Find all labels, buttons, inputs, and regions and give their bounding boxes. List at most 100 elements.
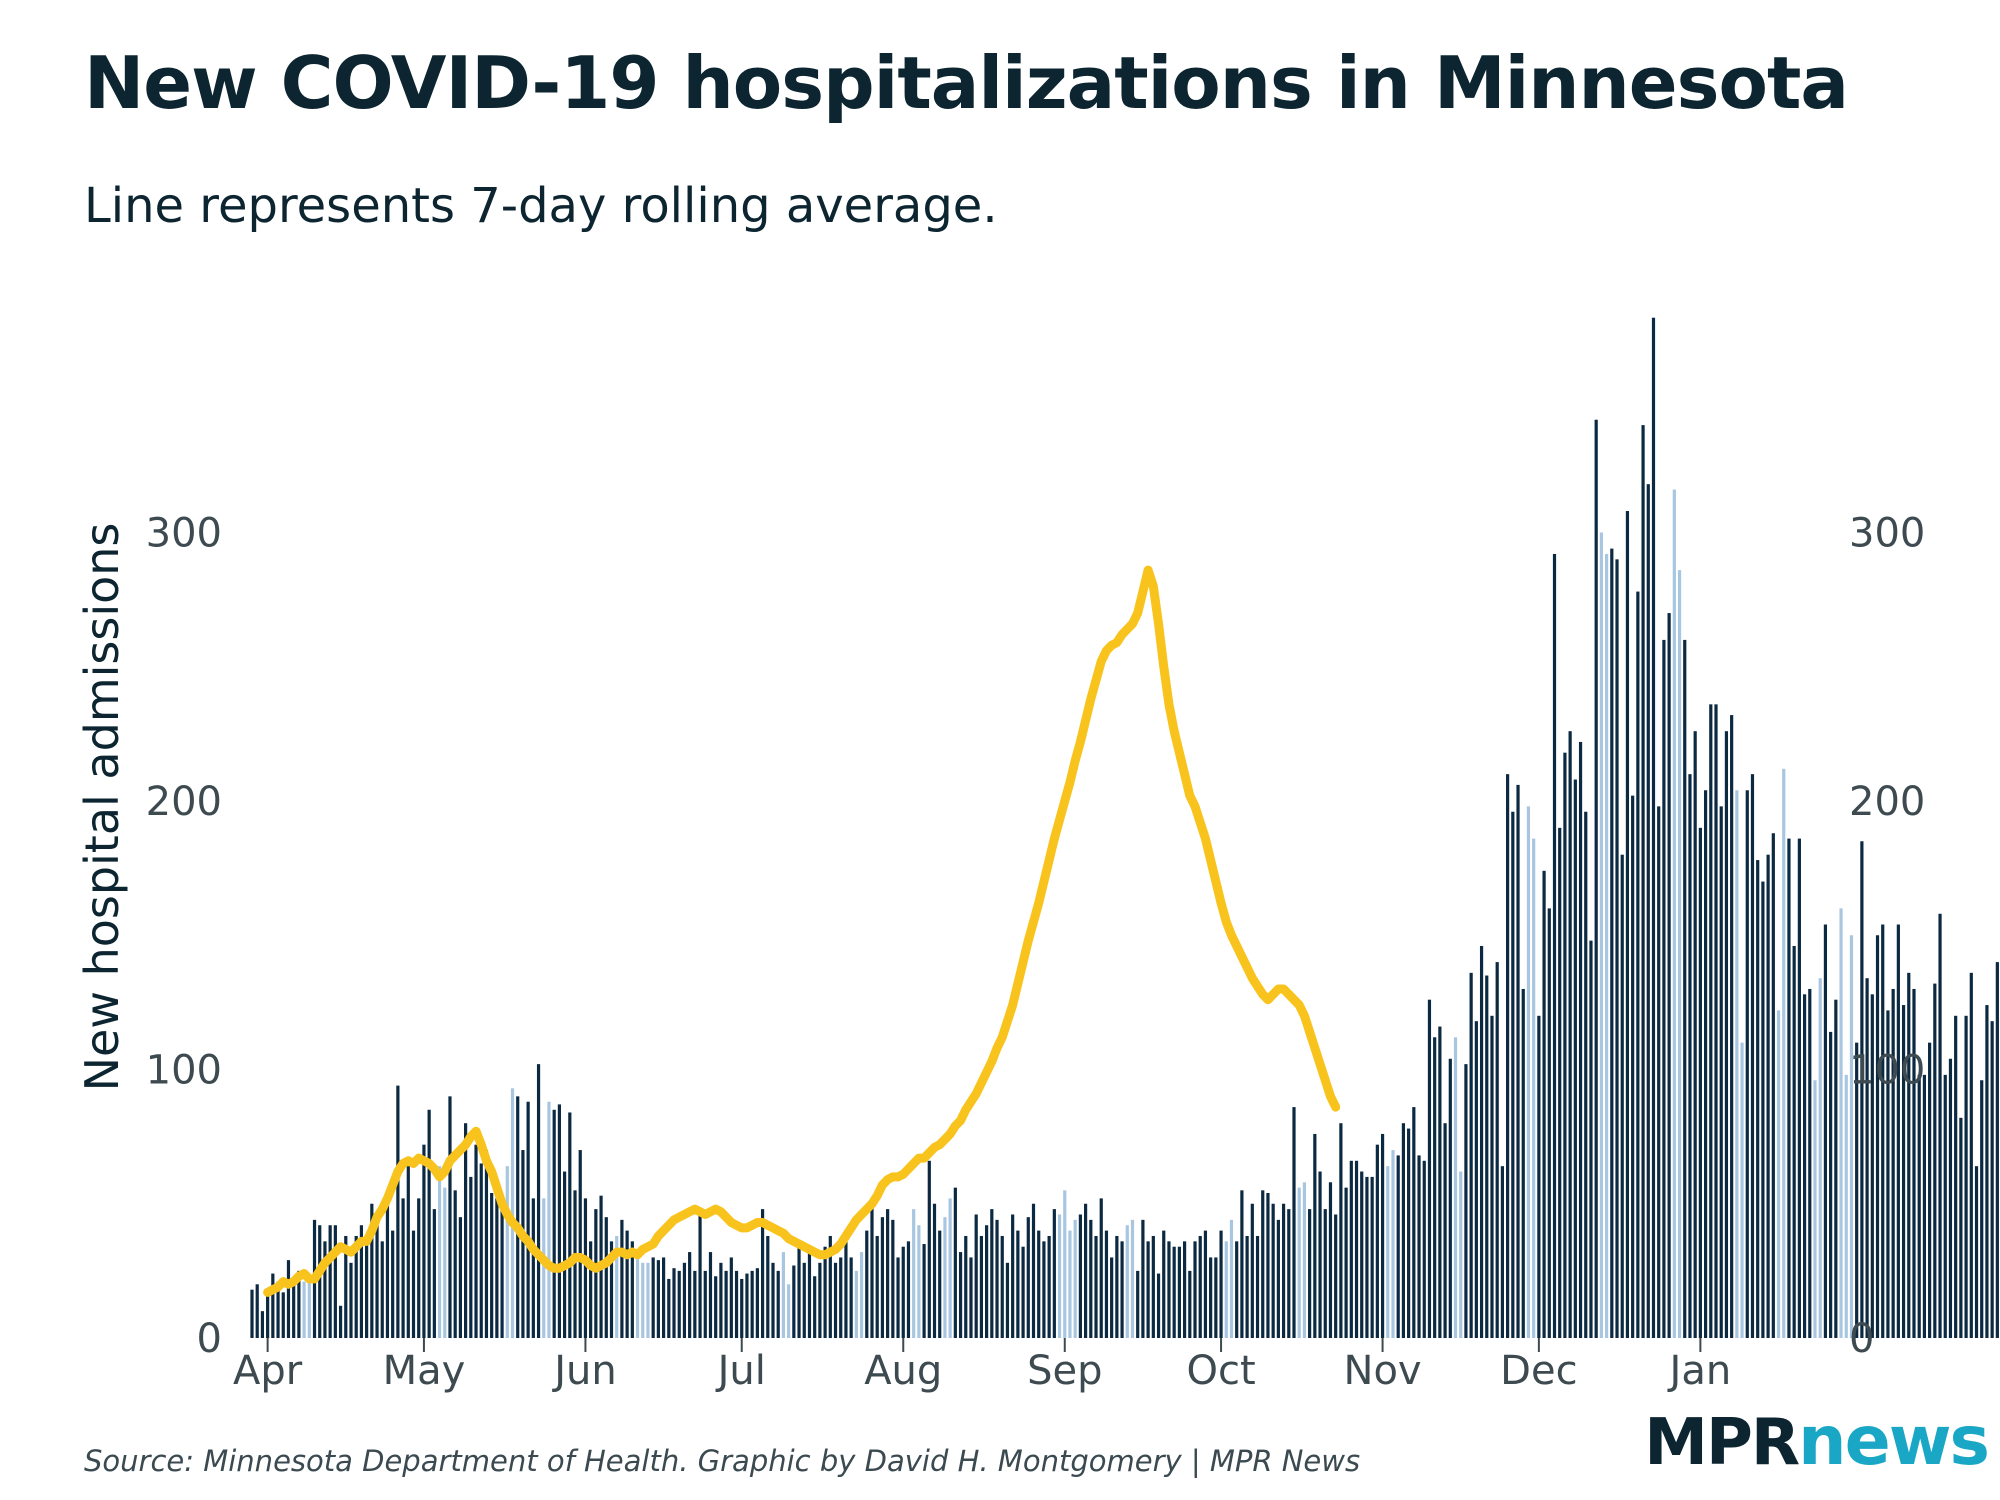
bar [667, 1278, 671, 1338]
bar [281, 1292, 285, 1339]
bar [484, 1150, 489, 1338]
bar [510, 1088, 515, 1339]
bar [406, 1166, 410, 1338]
bar [1495, 962, 1499, 1338]
bar [526, 1101, 530, 1338]
bar [1610, 548, 1614, 1338]
bar [1334, 1214, 1338, 1338]
bar [859, 1252, 864, 1338]
bar [448, 1096, 452, 1338]
logo-mpr-text: MPR [1644, 1406, 1800, 1480]
bar [1005, 1262, 1010, 1338]
bar [1547, 908, 1551, 1338]
bar [1365, 1176, 1369, 1338]
bar [969, 1257, 973, 1338]
bar [1995, 962, 1999, 1338]
bar [479, 1163, 483, 1338]
bar [432, 1209, 436, 1338]
bar [1990, 1021, 1994, 1338]
bar [755, 1268, 759, 1338]
bar [776, 1270, 780, 1339]
bar [1297, 1187, 1301, 1338]
bar [760, 1209, 765, 1338]
bar [1500, 1166, 1504, 1338]
bar [1261, 1190, 1265, 1339]
bar [1391, 1150, 1395, 1338]
bar [385, 1198, 390, 1338]
bar [656, 1260, 660, 1338]
bar [1084, 1203, 1088, 1338]
bar [641, 1262, 645, 1338]
bar [1891, 988, 1895, 1338]
bar [1537, 1015, 1541, 1338]
bar [1459, 1171, 1463, 1338]
bar [906, 1241, 911, 1338]
bar [521, 1150, 525, 1338]
bar [328, 1225, 332, 1338]
bar [1901, 1005, 1906, 1338]
bar [1870, 994, 1874, 1338]
bar [1417, 1155, 1421, 1338]
bar [344, 1235, 348, 1338]
bar [1558, 827, 1562, 1338]
x-tick-label: Jun [551, 1348, 617, 1394]
bar [1318, 1171, 1322, 1338]
bar [948, 1198, 952, 1338]
bar [1631, 795, 1635, 1338]
bar [297, 1270, 301, 1339]
bar [589, 1241, 593, 1338]
bar [547, 1101, 551, 1338]
bar [1730, 715, 1734, 1338]
bar [1776, 1010, 1781, 1338]
bar [250, 1289, 254, 1338]
y-tick-label-left: 200 [146, 779, 222, 825]
bar [917, 1225, 921, 1338]
bar [1980, 1080, 1984, 1338]
x-tick-label: Nov [1344, 1348, 1422, 1394]
bar [422, 1144, 426, 1338]
bar [286, 1260, 291, 1338]
bar [1151, 1235, 1155, 1338]
bar [1130, 1219, 1135, 1338]
bar [1516, 784, 1520, 1338]
bar [292, 1284, 296, 1338]
bar [1813, 1080, 1817, 1338]
bar [1532, 838, 1536, 1338]
bar [271, 1273, 275, 1338]
bar [490, 1193, 494, 1338]
bar [1047, 1235, 1051, 1338]
chart-subtitle: Line represents 7-day rolling average. [84, 178, 998, 234]
bar [1214, 1257, 1218, 1338]
bar [1120, 1241, 1124, 1338]
bar [1865, 978, 1869, 1338]
bar [1797, 838, 1801, 1338]
bar [1917, 1074, 1921, 1338]
bar [1620, 854, 1624, 1338]
bar [516, 1096, 520, 1338]
bar [1881, 924, 1885, 1338]
bar [302, 1281, 306, 1338]
bar [536, 1064, 541, 1338]
bar [635, 1257, 640, 1338]
bar [828, 1235, 832, 1338]
bar [437, 1166, 442, 1338]
x-tick-label: Sep [1027, 1348, 1102, 1394]
bar [1474, 1021, 1478, 1338]
bar [995, 1219, 999, 1338]
bar [1146, 1241, 1150, 1338]
bar [1928, 1042, 1932, 1338]
bar [1136, 1270, 1140, 1339]
bar [443, 1187, 447, 1338]
bar [1167, 1241, 1171, 1338]
bar [844, 1241, 848, 1338]
x-tick-label: Oct [1186, 1348, 1255, 1394]
chart-title: New COVID-19 hospitalizations in Minneso… [84, 41, 1849, 125]
bar [1255, 1235, 1260, 1338]
bar [953, 1187, 957, 1338]
bar [766, 1235, 770, 1338]
bar [359, 1225, 364, 1338]
bar [1615, 559, 1619, 1338]
bar [563, 1171, 567, 1338]
bar [1761, 881, 1765, 1338]
y-axis-left: 0 100 200 300 [146, 511, 222, 1363]
